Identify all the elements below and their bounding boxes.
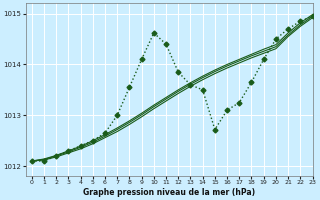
X-axis label: Graphe pression niveau de la mer (hPa): Graphe pression niveau de la mer (hPa) <box>83 188 255 197</box>
